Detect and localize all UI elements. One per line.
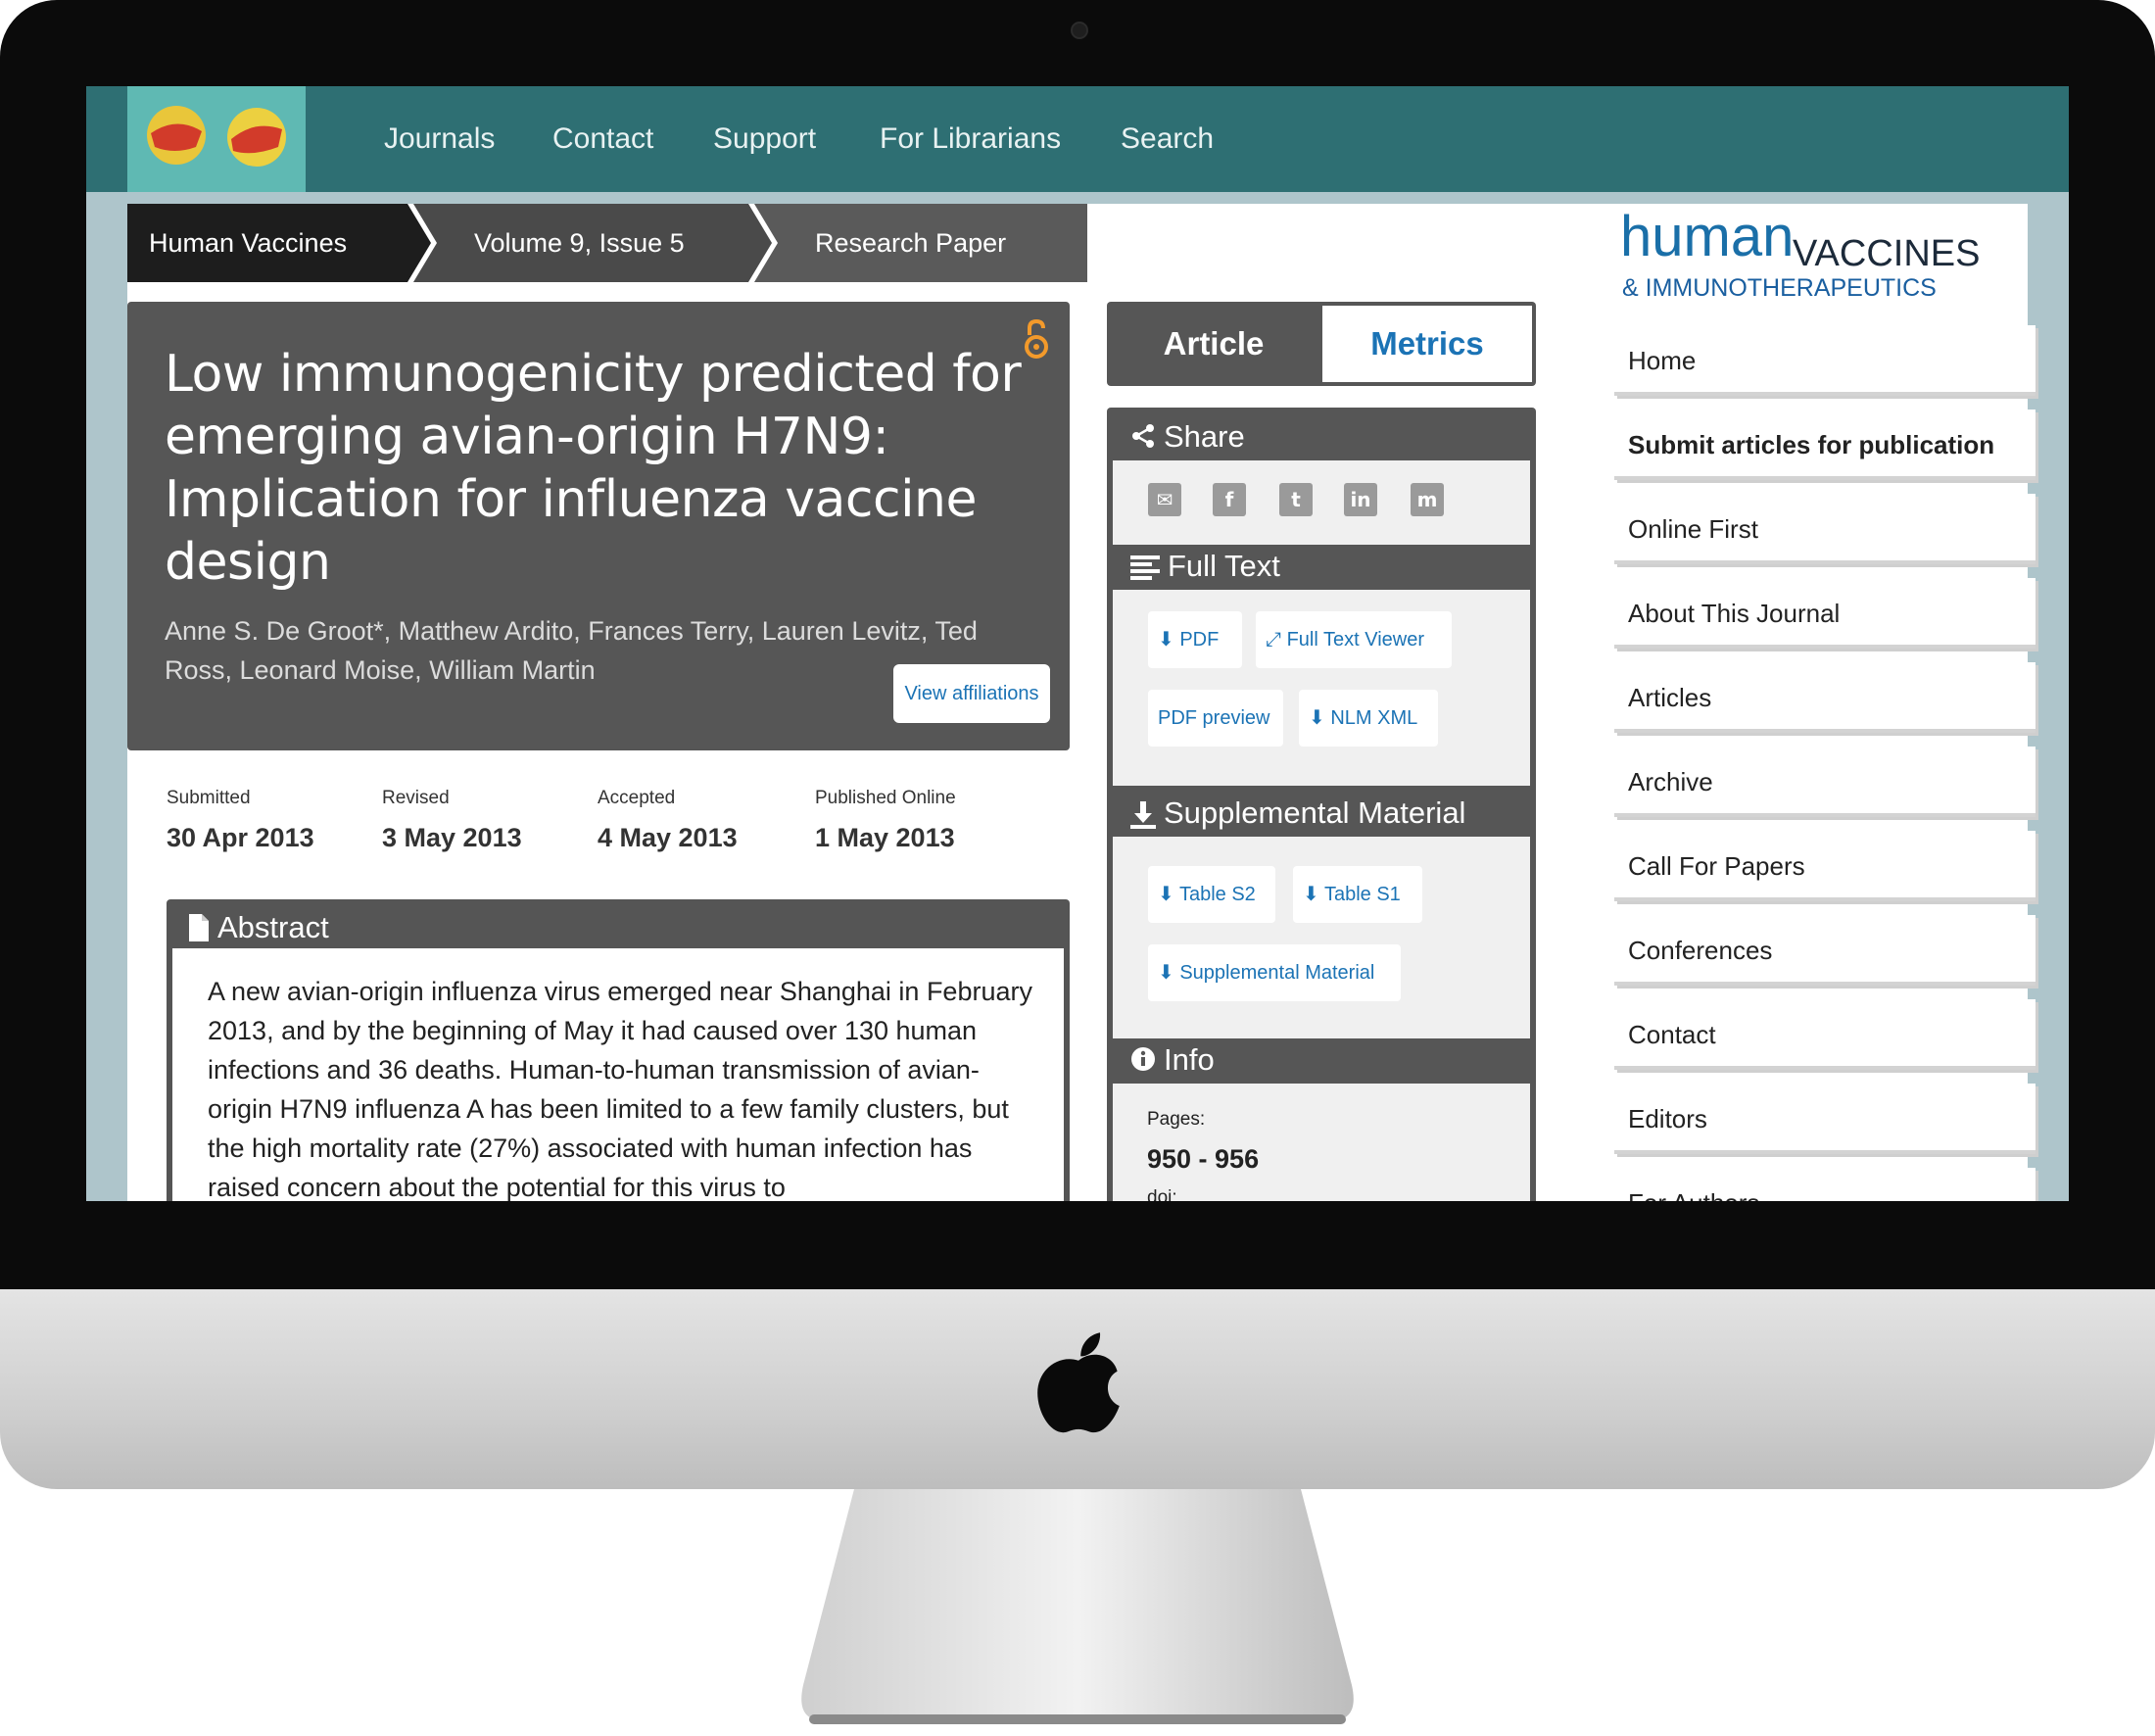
sidebar-item-conferences[interactable]: Conferences: [1614, 915, 2035, 986]
sidebar-item-contact[interactable]: Contact: [1614, 999, 2035, 1070]
abstract-heading: Abstract: [217, 910, 329, 944]
open-access-icon: [1025, 318, 1048, 359]
nav-contact[interactable]: Contact: [552, 122, 654, 155]
doi-label: doi:: [1147, 1187, 1177, 1201]
date-label-published: Published Online: [815, 788, 956, 808]
date-label-submitted: Submitted: [167, 788, 251, 808]
date-value-submitted: 30 Apr 2013: [167, 823, 314, 852]
document-icon: [189, 914, 209, 941]
download-icon: ⬇: [1158, 962, 1180, 984]
sidebar-item-home[interactable]: Home: [1614, 325, 2035, 396]
date-value-revised: 3 May 2013: [382, 823, 522, 852]
download-icon: ⬇: [1158, 884, 1179, 905]
supplemental-material-button[interactable]: ⬇ Supplemental Material: [1148, 944, 1401, 1001]
abstract-body: [172, 948, 1064, 1201]
expand-icon: ⤢: [1266, 629, 1287, 651]
brand-vaccines: VACCINES: [1793, 233, 1981, 274]
nav-search[interactable]: Search: [1121, 122, 1215, 155]
article-authors: Anne S. De Groot*, Matthew Ardito, Franc…: [165, 616, 978, 685]
download-icon: ⬇: [1158, 629, 1180, 651]
sidebar-item-for-authors[interactable]: For Authors: [1614, 1168, 2035, 1201]
facebook-icon[interactable]: f: [1213, 483, 1246, 516]
sidebar-item-online-first[interactable]: Online First: [1614, 494, 2035, 564]
share-body: [1113, 460, 1530, 545]
breadcrumb-journal[interactable]: Human Vaccines: [149, 228, 348, 258]
sidebar-item-editors[interactable]: Editors: [1614, 1084, 2035, 1154]
full-text-viewer-button[interactable]: ⤢ Full Text Viewer: [1256, 611, 1452, 668]
pdf-button[interactable]: ⬇ PDF: [1148, 611, 1242, 668]
sidebar-item-submit[interactable]: Submit articles for publication: [1614, 410, 2035, 480]
view-affiliations-button[interactable]: View affiliations: [893, 664, 1050, 723]
top-navigation: [86, 86, 2069, 192]
nlm-xml-button[interactable]: ⬇ NLM XML: [1299, 690, 1438, 747]
table-s1-button[interactable]: ⬇ Table S1: [1293, 866, 1422, 923]
sidebar-item-articles[interactable]: Articles: [1614, 662, 2035, 733]
article-title: Low immunogenicity predicted for emergin…: [165, 345, 1022, 592]
brand-immunotherapeutics: & IMMUNOTHERAPEUTICS: [1622, 274, 1937, 302]
linkedin-icon[interactable]: in: [1344, 483, 1377, 516]
monitor-stand: [801, 1489, 1354, 1724]
breadcrumb-type[interactable]: Research Paper: [815, 228, 1007, 258]
info-heading: Info: [1164, 1042, 1215, 1077]
pages-value: 950 - 956: [1147, 1144, 1260, 1174]
supplemental-heading: Supplemental Material: [1164, 796, 1466, 830]
sidebar-item-archive[interactable]: Archive: [1614, 747, 2035, 817]
download-icon: ⬇: [1309, 707, 1331, 729]
tab-article[interactable]: Article: [1163, 325, 1265, 362]
pages-label: Pages:: [1147, 1109, 1206, 1130]
nav-journals[interactable]: Journals: [384, 122, 496, 155]
camera-icon: [1071, 22, 1088, 39]
apple-logo-icon: [1037, 1332, 1120, 1433]
site-logo[interactable]: [127, 86, 306, 192]
table-s2-button[interactable]: ⬇ Table S2: [1148, 866, 1275, 923]
breadcrumb: [127, 204, 1087, 282]
mendeley-icon[interactable]: m: [1411, 483, 1444, 516]
full-text-heading: Full Text: [1168, 549, 1280, 583]
download-icon: ⬇: [1303, 884, 1324, 905]
email-icon[interactable]: ✉: [1148, 483, 1181, 516]
date-value-published: 1 May 2013: [815, 823, 955, 852]
twitter-icon[interactable]: t: [1279, 483, 1313, 516]
info-body: [1113, 1084, 1530, 1201]
pdf-preview-button[interactable]: PDF preview: [1148, 690, 1283, 747]
abstract-text: A new avian-origin influenza virus emerg…: [208, 977, 1032, 1201]
list-icon: [1130, 555, 1160, 580]
sidebar-item-about[interactable]: About This Journal: [1614, 578, 2035, 649]
info-icon: [1131, 1047, 1155, 1071]
sidebar-item-call-for-papers[interactable]: Call For Papers: [1614, 831, 2035, 901]
download-icon: [1130, 801, 1156, 829]
breadcrumb-issue[interactable]: Volume 9, Issue 5: [474, 228, 685, 258]
nav-for-librarians[interactable]: For Librarians: [880, 122, 1062, 155]
share-heading: Share: [1164, 419, 1245, 454]
date-label-revised: Revised: [382, 788, 450, 808]
date-label-accepted: Accepted: [598, 788, 676, 808]
brand-human: human: [1620, 205, 1795, 268]
nav-support[interactable]: Support: [713, 122, 817, 155]
date-value-accepted: 4 May 2013: [598, 823, 738, 852]
share-icon: [1132, 424, 1154, 448]
browser-viewport: Journals Contact Support For Librarians …: [86, 86, 2069, 1201]
tab-metrics[interactable]: Metrics: [1322, 306, 1532, 382]
